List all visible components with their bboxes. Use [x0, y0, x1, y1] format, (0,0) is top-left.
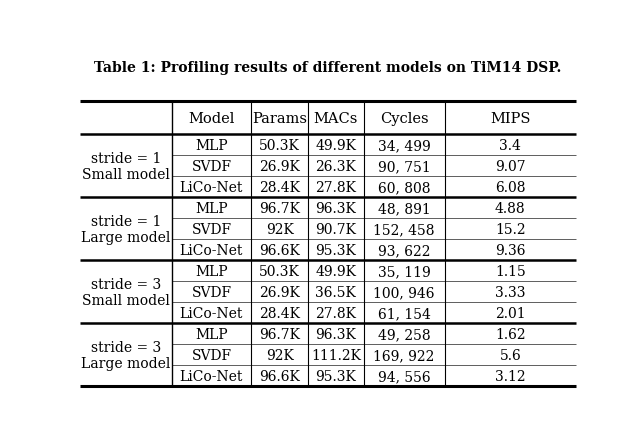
Text: LiCo-Net: LiCo-Net: [180, 369, 243, 383]
Text: stride = 1
Large model: stride = 1 Large model: [81, 214, 171, 244]
Text: 6.08: 6.08: [495, 180, 525, 194]
Text: 49.9K: 49.9K: [316, 139, 356, 152]
Text: 90.7K: 90.7K: [316, 223, 356, 237]
Text: 96.3K: 96.3K: [316, 201, 356, 215]
Text: LiCo-Net: LiCo-Net: [180, 306, 243, 320]
Text: 92K: 92K: [266, 348, 294, 362]
Text: 96.6K: 96.6K: [259, 369, 300, 383]
Text: SVDF: SVDF: [191, 285, 232, 299]
Text: MLP: MLP: [195, 264, 228, 278]
Text: 50.3K: 50.3K: [259, 264, 300, 278]
Text: MLP: MLP: [195, 139, 228, 152]
Text: 111.2K: 111.2K: [311, 348, 361, 362]
Text: 3.33: 3.33: [495, 285, 525, 299]
Text: MIPS: MIPS: [490, 111, 531, 125]
Text: 100, 946: 100, 946: [373, 285, 435, 299]
Text: Params: Params: [252, 111, 307, 125]
Text: 92K: 92K: [266, 223, 294, 237]
Text: 96.7K: 96.7K: [259, 327, 300, 341]
Text: 95.3K: 95.3K: [316, 244, 356, 258]
Text: 95.3K: 95.3K: [316, 369, 356, 383]
Text: 9.07: 9.07: [495, 159, 525, 173]
Text: MLP: MLP: [195, 327, 228, 341]
Text: 15.2: 15.2: [495, 223, 525, 237]
Text: 169, 922: 169, 922: [374, 348, 435, 362]
Text: 96.7K: 96.7K: [259, 201, 300, 215]
Text: 49, 258: 49, 258: [378, 327, 431, 341]
Text: stride = 3
Small model: stride = 3 Small model: [82, 277, 170, 307]
Text: 1.15: 1.15: [495, 264, 525, 278]
Text: Cycles: Cycles: [380, 111, 428, 125]
Text: 93, 622: 93, 622: [378, 244, 430, 258]
Text: SVDF: SVDF: [191, 159, 232, 173]
Text: 26.9K: 26.9K: [259, 285, 300, 299]
Text: 3.4: 3.4: [499, 139, 521, 152]
Text: stride = 1
Small model: stride = 1 Small model: [82, 152, 170, 182]
Text: 36.5K: 36.5K: [316, 285, 356, 299]
Text: 50.3K: 50.3K: [259, 139, 300, 152]
Text: LiCo-Net: LiCo-Net: [180, 244, 243, 258]
Text: 35, 119: 35, 119: [378, 264, 431, 278]
Text: 152, 458: 152, 458: [373, 223, 435, 237]
Text: 48, 891: 48, 891: [378, 201, 431, 215]
Text: SVDF: SVDF: [191, 348, 232, 362]
Text: MACs: MACs: [314, 111, 358, 125]
Text: 60, 808: 60, 808: [378, 180, 430, 194]
Text: 4.88: 4.88: [495, 201, 525, 215]
Text: 90, 751: 90, 751: [378, 159, 431, 173]
Text: 34, 499: 34, 499: [378, 139, 431, 152]
Text: 94, 556: 94, 556: [378, 369, 431, 383]
Text: 27.8K: 27.8K: [316, 180, 356, 194]
Text: 5.6: 5.6: [499, 348, 521, 362]
Text: 96.6K: 96.6K: [259, 244, 300, 258]
Text: 28.4K: 28.4K: [259, 306, 300, 320]
Text: 2.01: 2.01: [495, 306, 525, 320]
Text: SVDF: SVDF: [191, 223, 232, 237]
Text: stride = 3
Large model: stride = 3 Large model: [81, 340, 171, 370]
Text: LiCo-Net: LiCo-Net: [180, 180, 243, 194]
Text: 1.62: 1.62: [495, 327, 525, 341]
Text: Table 1: Profiling results of different models on TiM14 DSP.: Table 1: Profiling results of different …: [94, 61, 562, 75]
Text: 96.3K: 96.3K: [316, 327, 356, 341]
Text: 26.9K: 26.9K: [259, 159, 300, 173]
Text: Model: Model: [188, 111, 235, 125]
Text: 9.36: 9.36: [495, 244, 525, 258]
Text: 3.12: 3.12: [495, 369, 525, 383]
Text: MLP: MLP: [195, 201, 228, 215]
Text: 49.9K: 49.9K: [316, 264, 356, 278]
Text: 61, 154: 61, 154: [378, 306, 431, 320]
Text: 27.8K: 27.8K: [316, 306, 356, 320]
Text: 26.3K: 26.3K: [316, 159, 356, 173]
Text: 28.4K: 28.4K: [259, 180, 300, 194]
